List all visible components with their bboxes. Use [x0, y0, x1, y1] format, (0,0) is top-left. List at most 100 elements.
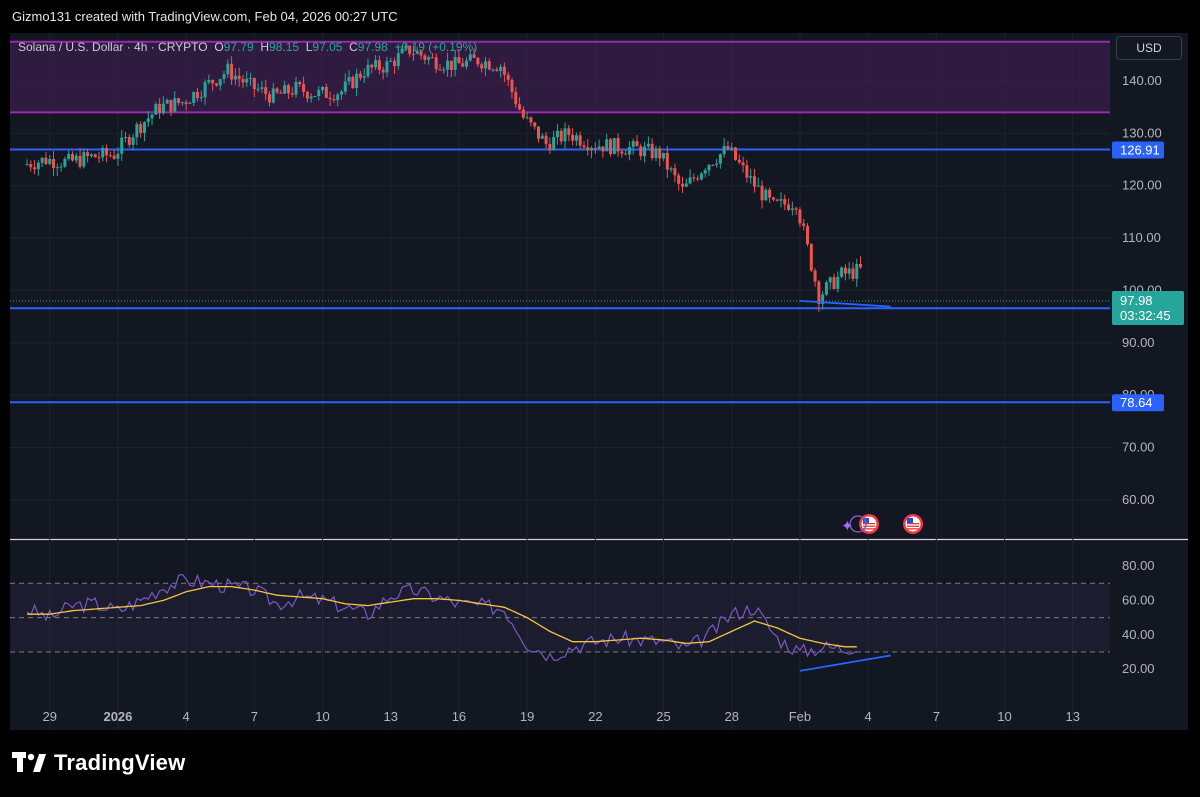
candle-body [70, 154, 74, 161]
flag-stripe [907, 528, 919, 530]
candle-body [741, 162, 745, 166]
candle-body [427, 57, 431, 60]
candle-body [214, 83, 218, 86]
attribution-text: Gizmo131 created with TradingView.com, F… [12, 9, 398, 24]
low-value: 97.05 [312, 40, 343, 54]
candlestick-series [25, 42, 863, 312]
candle-body [180, 102, 184, 104]
candle-body [434, 57, 438, 70]
candle-body [472, 54, 476, 58]
candle-body [760, 185, 764, 201]
candle-body [165, 99, 169, 104]
candle-body [643, 146, 647, 157]
candle-body [218, 79, 222, 86]
flag-stripe [907, 525, 919, 527]
candle-body [775, 199, 779, 201]
candle-body [305, 91, 309, 99]
candle-body [480, 64, 484, 69]
candle-body [499, 66, 503, 71]
candle-body [116, 153, 120, 159]
candle-body [654, 148, 658, 158]
candle-body [313, 96, 317, 98]
rsi-tick-label: 20.00 [1122, 661, 1155, 676]
candle-body [442, 69, 446, 71]
candle-body [74, 155, 78, 161]
candle-body [89, 154, 93, 157]
candle-body [237, 75, 241, 80]
candle-body [161, 103, 165, 113]
candle-body [419, 51, 423, 56]
flag-stripe [863, 525, 875, 527]
time-tick-label: 4 [865, 709, 872, 724]
candle-body [286, 85, 290, 94]
candle-body [521, 109, 525, 118]
candle-body [726, 145, 730, 150]
candle-body [112, 155, 116, 159]
candle-body [245, 78, 249, 83]
candle-body [226, 63, 230, 75]
candle-body [252, 78, 256, 89]
last-price-value: 97.98 [1120, 293, 1153, 308]
low-label: L [305, 40, 313, 54]
time-tick-label: 10 [997, 709, 1011, 724]
candle-body [389, 60, 393, 62]
candle-body [173, 98, 177, 112]
symbol-name[interactable]: Solana / U.S. Dollar · 4h · CRYPTO [18, 40, 208, 54]
flag-stripe [863, 528, 875, 530]
candle-body [809, 244, 813, 271]
candle-body [684, 183, 688, 187]
candle-body [597, 146, 601, 149]
price-tick-label: 110.00 [1122, 230, 1161, 245]
candle-body [264, 87, 268, 95]
candle-body [446, 60, 450, 70]
candle-body [203, 82, 207, 98]
currency-button[interactable]: USD [1116, 36, 1182, 60]
candle-body [529, 117, 533, 123]
candle-body [260, 87, 264, 89]
candle-body [783, 199, 787, 205]
candle-body [612, 138, 616, 155]
candle-body [487, 61, 491, 70]
price-tick-label: 90.00 [1122, 335, 1155, 350]
rsi-tick-label: 60.00 [1122, 592, 1155, 607]
candle-body [29, 164, 33, 168]
candle-body [476, 57, 480, 65]
flag-canton [907, 518, 913, 523]
candle-body [824, 282, 828, 295]
candle-body [555, 130, 559, 137]
candle-body [586, 147, 590, 151]
candle-body [635, 141, 639, 147]
candle-body [696, 178, 700, 180]
candle-body [366, 64, 370, 77]
candle-body [548, 143, 552, 151]
rsi-tick-label: 80.00 [1122, 558, 1155, 573]
candle-body [184, 102, 188, 104]
candle-body [146, 118, 150, 123]
candle-body [495, 69, 499, 71]
candle-body [461, 63, 465, 67]
time-tick-label: 7 [251, 709, 258, 724]
candle-body [544, 135, 548, 144]
time-tick-label: 16 [452, 709, 466, 724]
candle-body [817, 281, 821, 304]
candle-body [540, 135, 544, 139]
candle-body [63, 158, 67, 167]
candle-body [139, 124, 143, 133]
candle-body [578, 135, 582, 146]
candle-body [855, 263, 859, 279]
trendlines [799, 299, 891, 308]
candle-body [131, 137, 135, 145]
candle-body [142, 122, 146, 133]
candle-body [249, 78, 253, 80]
candle-body [177, 98, 181, 103]
candle-body [813, 270, 817, 282]
price-tick-label: 120.00 [1122, 178, 1162, 193]
candle-body [601, 146, 605, 152]
candle-body [78, 155, 82, 167]
candle-body [662, 152, 666, 159]
candle-body [574, 135, 578, 141]
candle-body [93, 154, 97, 158]
candle-body [510, 79, 514, 93]
candle-body [851, 268, 855, 279]
